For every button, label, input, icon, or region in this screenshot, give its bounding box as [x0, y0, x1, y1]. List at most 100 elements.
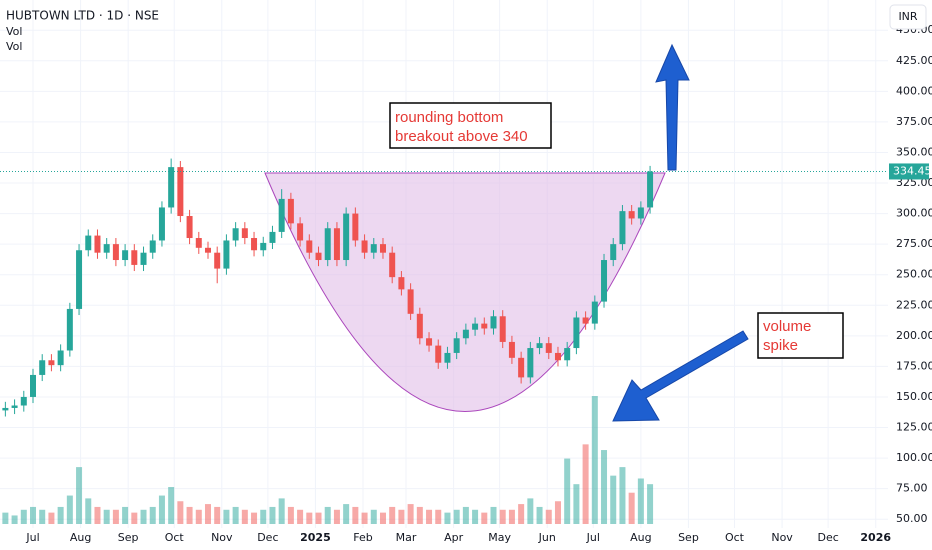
y-tick-label: 275.00: [896, 237, 932, 250]
x-tick-label: Jul: [586, 531, 600, 544]
x-tick-label: Apr: [444, 531, 464, 544]
volume-bar: [379, 512, 386, 524]
candle-body: [398, 277, 405, 290]
volume-bar: [112, 509, 119, 524]
volume-bar: [518, 504, 525, 524]
candle-body: [260, 242, 267, 251]
candle-body: [407, 289, 414, 314]
candle-body: [361, 240, 368, 253]
volume-bar: [140, 509, 147, 524]
volume-bar: [57, 506, 64, 524]
volume-bar: [573, 484, 580, 524]
candle-body: [426, 338, 433, 346]
volume-bar: [324, 506, 331, 524]
volume-bar: [177, 501, 184, 524]
y-tick-label: 125.00: [896, 421, 932, 434]
candle-body: [315, 252, 322, 261]
x-tick-label: Aug: [70, 531, 91, 544]
up-arrow: [655, 43, 690, 171]
volume-bar: [168, 487, 175, 524]
volume-bar: [315, 512, 322, 524]
candle-body: [195, 238, 202, 248]
candle-body: [48, 360, 55, 366]
candle-body: [499, 316, 506, 342]
candle-body: [177, 167, 184, 217]
volume-bar: [122, 506, 129, 524]
y-tick-label: 50.00: [896, 512, 928, 525]
volume-bar: [333, 509, 340, 524]
candle-body: [536, 343, 543, 349]
x-tick-label: Nov: [211, 531, 233, 544]
x-tick-label: May: [488, 531, 511, 544]
volume-bar: [545, 509, 552, 524]
candle-body: [435, 345, 442, 363]
volume-bar: [472, 509, 479, 524]
volume-bar: [647, 484, 654, 524]
candle-body: [278, 198, 285, 232]
volume-bar: [131, 512, 138, 524]
x-tick-label: Sep: [118, 531, 139, 544]
candle-body: [287, 198, 294, 224]
y-tick-label: 150.00: [896, 390, 932, 403]
candle-body: [112, 244, 119, 261]
volume-bar: [94, 506, 101, 524]
y-tick-label: 200.00: [896, 329, 932, 342]
y-tick-label: 300.00: [896, 207, 932, 220]
pointer-arrow: [612, 330, 749, 422]
volume-bar: [407, 504, 414, 524]
x-tick-label: Jul: [25, 531, 39, 544]
indicator-label: Vol: [6, 40, 22, 53]
candle-body: [57, 350, 64, 366]
candle-body: [370, 244, 377, 253]
candle-body: [490, 316, 497, 329]
candle-body: [444, 352, 451, 363]
volume-bar: [389, 506, 396, 524]
currency-label[interactable]: INR: [898, 10, 917, 23]
x-tick-label: Oct: [725, 531, 745, 544]
candle-body: [481, 323, 488, 329]
candle-body: [186, 216, 193, 239]
volume-bar: [554, 501, 561, 524]
volume-bar: [508, 509, 515, 524]
candle-body: [472, 323, 479, 330]
volume-bar: [536, 506, 543, 524]
volume-bar: [260, 509, 267, 524]
candle-body: [564, 348, 571, 361]
x-tick-label: Dec: [257, 531, 278, 544]
volume-bar: [223, 509, 230, 524]
candle-body: [20, 396, 27, 406]
candle-body: [610, 244, 617, 261]
candle-body: [76, 250, 83, 309]
volume-bar: [76, 467, 83, 524]
annotation-box: [389, 102, 552, 149]
y-tick-label: 400.00: [896, 84, 932, 97]
volume-bar: [11, 515, 18, 524]
candle-body: [66, 308, 73, 351]
candle-body: [462, 329, 469, 339]
y-tick-label: 100.00: [896, 451, 932, 464]
volume-bar: [103, 509, 110, 524]
currency-button[interactable]: [889, 4, 927, 30]
last-price-tag: [889, 163, 929, 180]
x-tick-label: Dec: [817, 531, 838, 544]
chart-title: HUBTOWN LTD · 1D · NSE: [6, 9, 159, 23]
candle-body: [30, 374, 37, 397]
volume-bar: [241, 509, 248, 524]
volume-bar: [462, 506, 469, 524]
candle-body: [324, 228, 331, 261]
candle-body: [232, 228, 239, 241]
volume-bar: [2, 512, 9, 524]
volume-bar: [582, 444, 589, 524]
volume-bar: [564, 458, 571, 524]
volume-bar: [453, 509, 460, 524]
candle-body: [628, 211, 635, 219]
candle-body: [352, 213, 359, 241]
volume-bar: [85, 498, 92, 524]
candle-body: [343, 213, 350, 261]
candle-body: [619, 211, 626, 245]
candle-body: [545, 343, 552, 353]
x-tick-label: Aug: [630, 531, 651, 544]
volume-bar: [481, 512, 488, 524]
